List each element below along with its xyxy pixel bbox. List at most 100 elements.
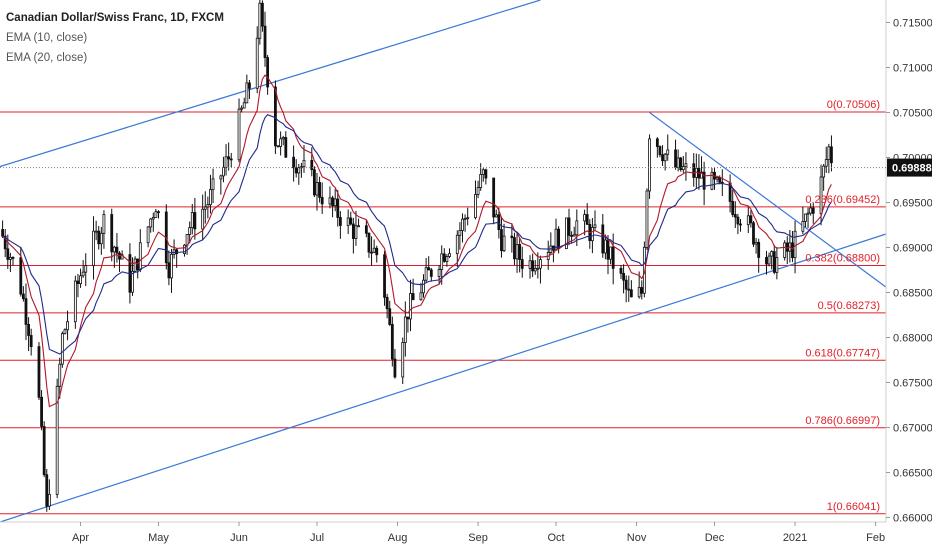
candle-body [570, 234, 574, 237]
candle-body [520, 259, 524, 269]
candle-body [754, 241, 758, 245]
candle-body [645, 190, 649, 248]
candle-body [245, 82, 249, 104]
candle-body [502, 235, 506, 252]
candle-body [1, 229, 4, 237]
candle-body [411, 293, 415, 301]
candle-body [445, 256, 449, 262]
x-tick-label: Jul [310, 532, 324, 544]
candle-body [102, 214, 106, 234]
candle-body [567, 217, 571, 236]
candle-body [746, 215, 750, 226]
candle-body [830, 146, 833, 164]
candle-body [60, 333, 64, 365]
candle-body [312, 169, 316, 196]
candle-body [692, 163, 696, 178]
candle-body [318, 182, 321, 198]
candle-body [63, 329, 67, 335]
candle-body [406, 316, 410, 320]
candle-body [279, 138, 283, 147]
candle-body [333, 198, 337, 207]
candle-body [702, 171, 706, 190]
candle-body [248, 82, 251, 89]
candle-body [767, 255, 771, 265]
candle-body [227, 156, 231, 160]
last-price-box [887, 158, 932, 177]
candle-body [809, 207, 813, 214]
candle-body [190, 212, 194, 229]
candle-body [663, 153, 667, 162]
candle-body [601, 224, 605, 254]
candle-body [824, 159, 828, 167]
candle-body [611, 246, 615, 269]
candle-body [349, 217, 353, 225]
candle-body [229, 158, 233, 161]
candle-body [115, 246, 119, 254]
last-price-label: 0.69888 [892, 163, 932, 175]
candle-body [24, 298, 28, 325]
candle-body [539, 259, 542, 269]
candle-body [419, 292, 423, 301]
y-tick-label: 0.69000 [893, 243, 932, 255]
candle-body [175, 249, 179, 255]
candle-body [585, 214, 589, 225]
candle-body [455, 234, 459, 255]
candle-body [637, 287, 641, 298]
ema10-legend: EMA (10, close) [6, 32, 88, 44]
candle-body [624, 279, 628, 290]
candle-body [765, 257, 768, 265]
candle-body [531, 260, 535, 272]
candle-body [429, 269, 433, 277]
candle-body [385, 296, 389, 310]
candle-body [27, 324, 30, 336]
candle-body [99, 232, 103, 245]
candle-body [237, 108, 241, 161]
candle-body [674, 149, 677, 168]
candle-body [681, 166, 685, 171]
y-tick-label: 0.66000 [893, 513, 932, 525]
candle-body [627, 288, 631, 291]
fib-label: 0.618(0.67747) [805, 347, 880, 359]
candle-body [448, 253, 451, 257]
candle-body [146, 226, 150, 244]
x-tick-label: Feb [866, 532, 885, 544]
candle-body [466, 217, 470, 220]
candle-body [629, 289, 633, 298]
candle-body [372, 247, 376, 253]
candle-body [370, 251, 373, 254]
candle-body [131, 270, 134, 293]
candle-body [112, 246, 116, 253]
candle-body [209, 189, 212, 206]
candle-body [648, 138, 651, 192]
candle-body [76, 280, 80, 285]
x-tick-label: Oct [547, 532, 564, 544]
candle-body [364, 225, 368, 234]
candle-body [79, 275, 82, 285]
candle-body [484, 169, 488, 179]
candle-body [572, 234, 576, 237]
candle-body [739, 223, 742, 226]
candle-body [603, 239, 607, 254]
candle-body [700, 171, 703, 179]
candle-body [224, 156, 228, 168]
candle-body [3, 235, 7, 250]
fibonacci-levels [0, 111, 886, 515]
candle-body [58, 363, 62, 387]
candle-body [354, 225, 358, 239]
chart-legend: Canadian Dollar/Swiss Franc, 1D, FXCM EM… [6, 8, 224, 68]
candle-body [47, 493, 51, 507]
candle-body [203, 206, 207, 210]
candle-body [188, 227, 192, 235]
candle-body [346, 217, 350, 226]
candle-body [440, 253, 444, 270]
ema10-line [2, 74, 832, 408]
candle-body [8, 257, 12, 260]
candle-body [819, 176, 823, 214]
candle-body [731, 201, 735, 215]
candle-body [442, 253, 446, 262]
fib-label: 1(0.66041) [827, 501, 880, 513]
x-tick-label: Aug [388, 532, 408, 544]
fib-label: 0.382(0.68800) [805, 253, 880, 265]
candle-body [583, 214, 587, 222]
